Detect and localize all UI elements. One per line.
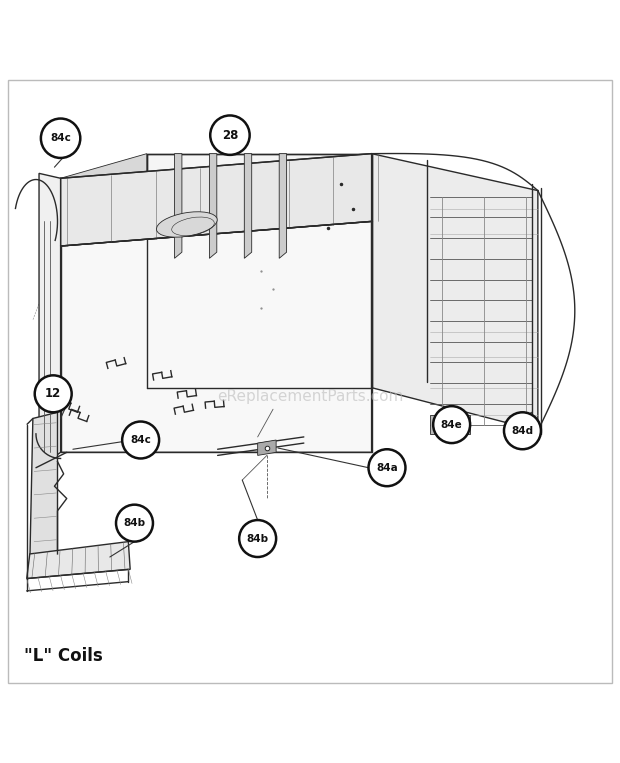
Text: 84c: 84c xyxy=(50,134,71,143)
Circle shape xyxy=(433,406,470,443)
Text: 84c: 84c xyxy=(130,435,151,445)
Circle shape xyxy=(210,115,250,155)
Polygon shape xyxy=(244,153,252,259)
Ellipse shape xyxy=(156,212,217,237)
Text: 12: 12 xyxy=(45,388,61,401)
Polygon shape xyxy=(39,173,61,468)
Circle shape xyxy=(368,449,405,486)
Polygon shape xyxy=(371,153,538,431)
Polygon shape xyxy=(61,153,371,246)
Text: 84b: 84b xyxy=(247,533,268,543)
Text: eReplacementParts.com: eReplacementParts.com xyxy=(217,389,403,404)
Polygon shape xyxy=(27,418,33,424)
Text: 84b: 84b xyxy=(123,518,146,528)
Polygon shape xyxy=(430,415,470,434)
Circle shape xyxy=(35,375,72,412)
Text: 84d: 84d xyxy=(512,426,534,436)
Text: 84a: 84a xyxy=(376,462,398,473)
Circle shape xyxy=(116,504,153,542)
Polygon shape xyxy=(30,412,58,563)
Polygon shape xyxy=(61,221,371,452)
Text: 28: 28 xyxy=(222,129,238,142)
FancyBboxPatch shape xyxy=(8,80,612,683)
Circle shape xyxy=(504,412,541,449)
Polygon shape xyxy=(279,153,286,259)
Polygon shape xyxy=(174,153,182,259)
Polygon shape xyxy=(210,153,217,259)
Circle shape xyxy=(239,520,276,557)
Polygon shape xyxy=(258,440,276,456)
Text: 84e: 84e xyxy=(441,420,463,430)
Text: "L" Coils: "L" Coils xyxy=(24,646,102,665)
Circle shape xyxy=(41,118,81,158)
Circle shape xyxy=(122,421,159,459)
Polygon shape xyxy=(147,153,371,388)
Polygon shape xyxy=(27,542,130,578)
Polygon shape xyxy=(61,153,147,452)
